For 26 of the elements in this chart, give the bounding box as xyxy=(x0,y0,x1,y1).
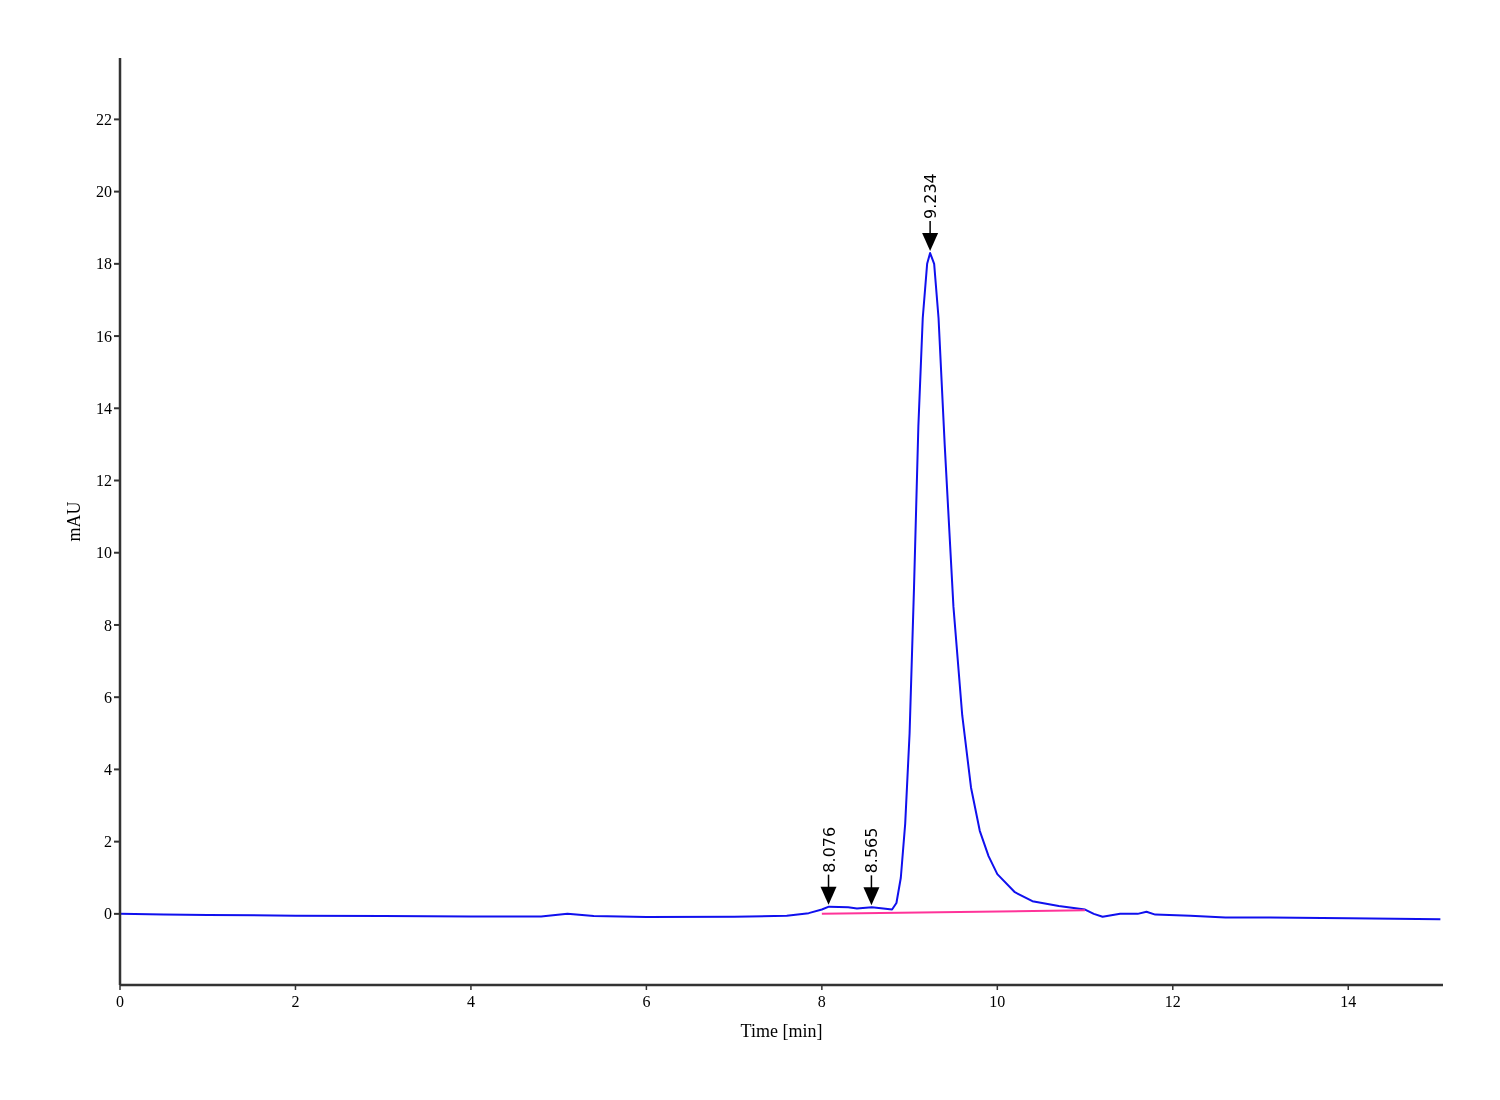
annotation: 9.234 xyxy=(921,173,941,220)
y-tick-label: 22 xyxy=(96,110,112,128)
x-tick-label: 2 xyxy=(291,993,300,1010)
x-tick-label: 10 xyxy=(989,993,1006,1010)
x-tick-label: 12 xyxy=(1164,993,1181,1010)
y-tick-label: 18 xyxy=(96,255,112,273)
y-tick-label: 10 xyxy=(96,544,112,562)
y-tick-label: 20 xyxy=(96,183,112,201)
annotation: 8.076 xyxy=(819,826,839,873)
x-axis-title: Time [min] xyxy=(740,1021,823,1041)
y-tick-label: 12 xyxy=(96,472,112,490)
x-tick-label: 14 xyxy=(1340,993,1357,1010)
x-tick-label: 8 xyxy=(817,993,826,1010)
y-tick-label: 0 xyxy=(104,905,112,923)
y-tick-label: 4 xyxy=(104,761,112,779)
y-tick-label: 2 xyxy=(104,833,112,851)
x-tick-label: 0 xyxy=(116,993,124,1010)
y-axis-title: mAU xyxy=(64,501,84,542)
x-tick-label: 4 xyxy=(466,993,475,1010)
y-tick-label: 8 xyxy=(104,616,112,634)
x-tick-label: 6 xyxy=(642,993,651,1010)
annotation: 8.565 xyxy=(862,827,882,874)
y-tick-label: 16 xyxy=(96,327,112,345)
y-tick-label: 14 xyxy=(96,399,112,417)
line-series xyxy=(119,252,1442,921)
y-tick-label: 6 xyxy=(104,688,112,706)
